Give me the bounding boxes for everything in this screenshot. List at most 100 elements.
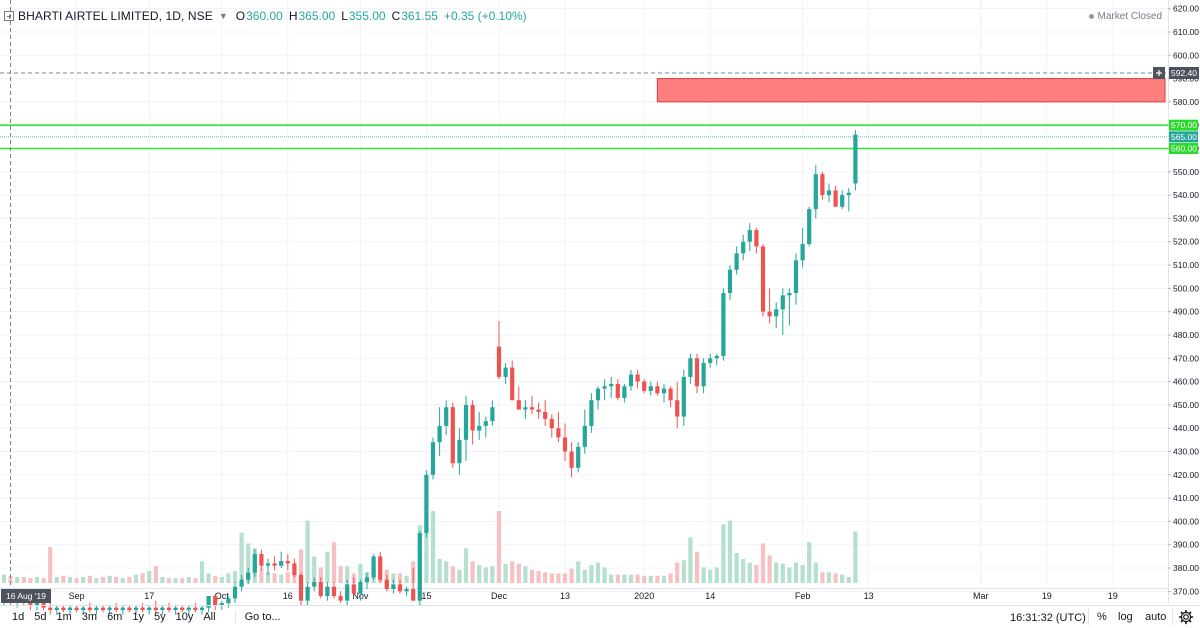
- candle-body: [417, 533, 422, 601]
- log-scale-button[interactable]: log: [1118, 611, 1133, 623]
- volume-bar: [820, 572, 825, 583]
- candle-body: [87, 607, 92, 610]
- volume-bar: [305, 520, 310, 583]
- volume-bar: [424, 518, 429, 583]
- candle-body: [503, 367, 508, 377]
- timeframe-3m[interactable]: 3m: [81, 611, 98, 623]
- resistance-zone[interactable]: [656, 78, 1166, 103]
- candle-body: [708, 358, 713, 363]
- gear-icon[interactable]: [1178, 609, 1194, 625]
- candle-body: [846, 192, 851, 196]
- y-tick-label: 610.00: [1173, 27, 1199, 37]
- y-tick-label: 620.00: [1173, 4, 1199, 14]
- volume-bar: [325, 551, 330, 583]
- volume-bar: [510, 561, 515, 583]
- y-tick-label: 450.00: [1173, 400, 1199, 410]
- candle-body: [279, 561, 284, 566]
- volume-bar: [1, 574, 7, 583]
- volume-bar: [556, 573, 561, 583]
- candle-body: [160, 607, 165, 610]
- volume-bar: [840, 574, 845, 583]
- volume-bar: [826, 572, 832, 583]
- y-tick-label: 480.00: [1173, 330, 1199, 340]
- status-dot-icon: [1088, 14, 1094, 19]
- market-status: Market Closed: [1088, 11, 1162, 22]
- x-tick-label: Oct: [215, 591, 230, 601]
- candle-body: [424, 474, 429, 534]
- volume-bar: [166, 578, 172, 583]
- volume-bar: [345, 566, 350, 583]
- chevron-down-icon[interactable]: ▼: [218, 11, 228, 21]
- collapse-icon[interactable]: [4, 11, 14, 21]
- percent-scale-button[interactable]: %: [1097, 611, 1107, 623]
- x-tick-label: Mar: [973, 591, 989, 601]
- volume-bar: [28, 578, 33, 583]
- candle-body: [780, 295, 785, 310]
- y-tick-label: 540.00: [1173, 190, 1199, 200]
- volume-bar: [727, 520, 733, 583]
- volume-bar: [259, 568, 264, 583]
- candle-body: [681, 376, 686, 417]
- volume-bar: [602, 567, 607, 583]
- volume-bar: [265, 572, 271, 583]
- volume-bar: [219, 577, 224, 583]
- candle-body: [496, 346, 502, 377]
- candle-body: [826, 190, 832, 196]
- timeframe-1d[interactable]: 1d: [12, 611, 25, 623]
- candle-body: [246, 572, 251, 580]
- volume-bar: [622, 574, 627, 583]
- volume-bar: [404, 575, 409, 583]
- volume-bar: [813, 562, 818, 583]
- volume-bar: [655, 575, 660, 583]
- timeframe-5d[interactable]: 5d: [34, 611, 47, 623]
- y-tick-label: 580.00: [1173, 97, 1199, 107]
- candle-body: [714, 355, 719, 359]
- candle-body: [727, 269, 733, 294]
- price-level-label: 560.00: [1171, 144, 1197, 154]
- candle-body: [120, 607, 125, 610]
- candle-body: [655, 386, 660, 394]
- candle-body: [622, 386, 627, 398]
- volume-bar: [470, 561, 475, 583]
- candle-body: [193, 607, 198, 610]
- x-tick-label: 14: [705, 591, 715, 601]
- auto-scale-button[interactable]: auto: [1145, 611, 1167, 623]
- volume-bar: [54, 577, 59, 583]
- volume-bar: [562, 573, 568, 583]
- x-tick-label: 15: [421, 591, 431, 601]
- volume-bar: [127, 577, 132, 583]
- y-tick-label: 520.00: [1173, 237, 1199, 247]
- candle-body: [582, 425, 587, 447]
- candle-body: [463, 404, 469, 440]
- timeframe-1m[interactable]: 1m: [56, 611, 72, 623]
- y-tick-label: 500.00: [1173, 283, 1199, 293]
- volume-bar: [675, 562, 680, 583]
- candle-body: [543, 411, 548, 419]
- volume-bar: [444, 561, 449, 583]
- goto-button[interactable]: Go to...: [234, 611, 281, 623]
- volume-bar: [846, 577, 851, 583]
- timeframe-10y[interactable]: 10y: [175, 611, 194, 623]
- clock-display[interactable]: 16:31:32 (UTC): [1010, 612, 1086, 624]
- candle-body: [345, 584, 350, 601]
- volume-bar: [298, 549, 304, 583]
- symbol-title[interactable]: BHARTI AIRTEL LIMITED, 1D, NSE: [18, 9, 213, 23]
- volume-bar: [41, 578, 46, 583]
- timeframe-all[interactable]: All: [203, 611, 216, 623]
- candle-body: [628, 374, 634, 387]
- candle-body: [741, 241, 746, 254]
- volume-bar: [153, 566, 158, 583]
- timeframe-5y[interactable]: 5y: [153, 611, 166, 623]
- chart-area[interactable]: 370.00 380.00 390.00 400.00 410.00 420.00 430.…: [0, 0, 1200, 615]
- crosshair-price-label: 592.40: [1171, 68, 1197, 78]
- y-tick-label: 510.00: [1173, 260, 1199, 270]
- low-value: 355.00: [348, 9, 386, 23]
- volume-bar: [536, 571, 541, 583]
- candle-body: [292, 563, 297, 576]
- candle-body: [239, 579, 244, 587]
- timeframe-1y[interactable]: 1y: [132, 611, 144, 623]
- candle-body: [609, 383, 614, 387]
- timeframe-6m[interactable]: 6m: [107, 611, 123, 623]
- x-tick-label: 13: [560, 591, 570, 601]
